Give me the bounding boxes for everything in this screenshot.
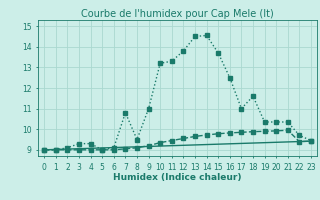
- X-axis label: Humidex (Indice chaleur): Humidex (Indice chaleur): [113, 173, 242, 182]
- Title: Courbe de l'humidex pour Cap Mele (It): Courbe de l'humidex pour Cap Mele (It): [81, 9, 274, 19]
